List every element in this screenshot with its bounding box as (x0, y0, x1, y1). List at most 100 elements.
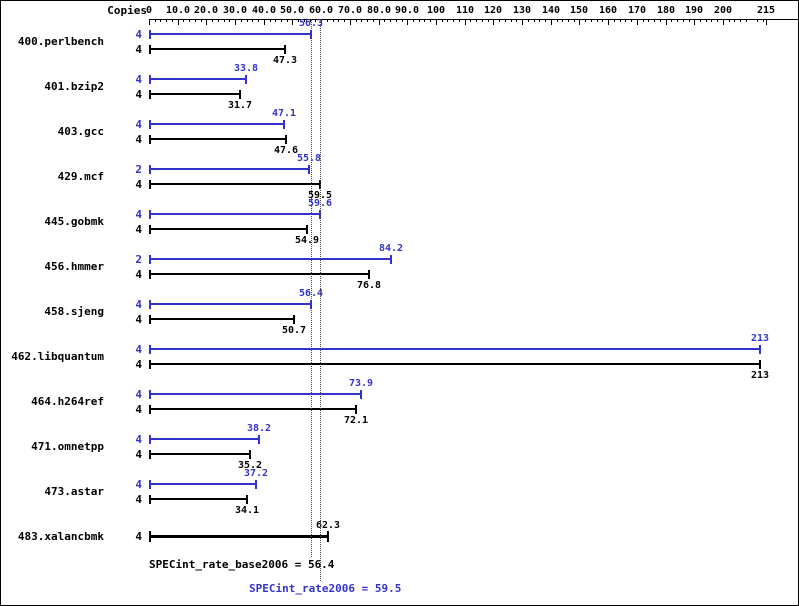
axis-minor-tick (614, 19, 615, 22)
copies-value: 4 (135, 343, 142, 356)
axis-minor-tick (734, 19, 735, 22)
axis-minor-tick (602, 19, 603, 22)
bar-value-label: 54.9 (294, 235, 320, 246)
axis-tick-label: 190 (684, 5, 704, 16)
axis-minor-tick (482, 19, 483, 22)
bar-base (149, 138, 286, 140)
bar-start-cap (149, 75, 151, 84)
axis-major-tick (608, 19, 609, 25)
bar-base (149, 453, 250, 455)
axis-minor-tick (562, 19, 563, 22)
axis-minor-tick (746, 19, 747, 22)
bar-base (149, 498, 247, 500)
bar-base (149, 93, 240, 95)
axis-minor-tick (654, 19, 655, 22)
copies-value: 4 (135, 223, 142, 236)
bar-start-cap (149, 90, 151, 99)
axis-minor-tick (212, 19, 213, 22)
axis-tick-label: 100 (426, 5, 446, 16)
axis-tick-label: 80.0 (366, 5, 392, 16)
axis-major-tick (436, 19, 437, 25)
axis-minor-tick (729, 19, 730, 22)
bar-end-cap (245, 75, 247, 84)
axis-minor-tick (298, 19, 299, 22)
benchmark-label: 445.gobmk (44, 215, 104, 228)
bar-start-cap (149, 435, 151, 444)
axis-major-tick (350, 19, 351, 25)
bar-start-cap (149, 210, 151, 219)
axis-minor-tick (258, 19, 259, 22)
axis-tick-label: 90.0 (394, 5, 420, 16)
copies-value: 2 (135, 163, 142, 176)
bar-base (149, 408, 356, 410)
axis-minor-tick (574, 19, 575, 22)
bar-end-cap (759, 345, 761, 354)
axis-major-tick (465, 19, 466, 25)
copies-value: 4 (135, 118, 142, 131)
axis-minor-tick (711, 19, 712, 22)
axis-minor-tick (189, 19, 190, 22)
reference-line (320, 19, 321, 581)
bar-value-label: 47.1 (271, 108, 297, 119)
copies-value: 4 (135, 268, 142, 281)
axis-major-tick (579, 19, 580, 25)
axis-minor-tick (648, 19, 649, 22)
bar-peak (149, 393, 361, 395)
bar-start-cap (149, 450, 151, 459)
axis-minor-tick (396, 19, 397, 22)
copies-value: 4 (135, 448, 142, 461)
axis-tick-label: 10.0 (165, 5, 191, 16)
axis-minor-tick (620, 19, 621, 22)
bar-end-cap (306, 225, 308, 234)
axis-minor-tick (430, 19, 431, 22)
bar-value-label: 72.1 (343, 415, 369, 426)
axis-tick-label: 70.0 (337, 5, 363, 16)
axis-minor-tick (488, 19, 489, 22)
bar-start-cap (149, 390, 151, 399)
axis-minor-tick (338, 19, 339, 22)
bar-peak (149, 123, 284, 125)
axis-tick-label: 130 (512, 5, 532, 16)
bar-end-cap (285, 135, 287, 144)
axis-tick-label: 40.0 (251, 5, 277, 16)
bar-start-cap (149, 255, 151, 264)
bar-value-label: 37.2 (243, 468, 269, 479)
axis-minor-tick (384, 19, 385, 22)
axis-minor-tick (763, 19, 764, 22)
bar-start-cap (149, 315, 151, 324)
copies-value: 4 (135, 433, 142, 446)
bar-start-cap (149, 180, 151, 189)
axis-tick-label: 50.0 (279, 5, 305, 16)
axis-minor-tick (591, 19, 592, 22)
bar-peak (149, 303, 311, 305)
bar-value-label: 38.2 (246, 423, 272, 434)
axis-major-tick (379, 19, 380, 25)
copies-value: 4 (135, 133, 142, 146)
axis-major-tick (264, 19, 265, 25)
axis-major-tick (407, 19, 408, 25)
bar-end-cap (308, 165, 310, 174)
axis-tick-label: 0 (145, 5, 153, 16)
axis-minor-tick (689, 19, 690, 22)
bar-base (149, 273, 369, 275)
benchmark-label: 403.gcc (57, 125, 104, 138)
axis-minor-tick (568, 19, 569, 22)
benchmark-label: 471.omnetpp (31, 440, 104, 453)
bar-start-cap (149, 45, 151, 54)
bar-value-label: 55.8 (296, 153, 322, 164)
bar-end-cap (360, 390, 362, 399)
axis-minor-tick (402, 19, 403, 22)
bar-base (149, 535, 328, 538)
axis-minor-tick (511, 19, 512, 22)
copies-value: 4 (135, 178, 142, 191)
bar-value-label: 62.3 (315, 520, 341, 531)
bar-start-cap (149, 135, 151, 144)
axis-minor-tick (539, 19, 540, 22)
axis-minor-tick (528, 19, 529, 22)
axis-tick-label: 60.0 (308, 5, 334, 16)
axis-minor-tick (281, 19, 282, 22)
axis-minor-tick (505, 19, 506, 22)
copies-value: 4 (135, 478, 142, 491)
bar-end-cap (293, 315, 295, 324)
copies-value: 4 (135, 208, 142, 221)
